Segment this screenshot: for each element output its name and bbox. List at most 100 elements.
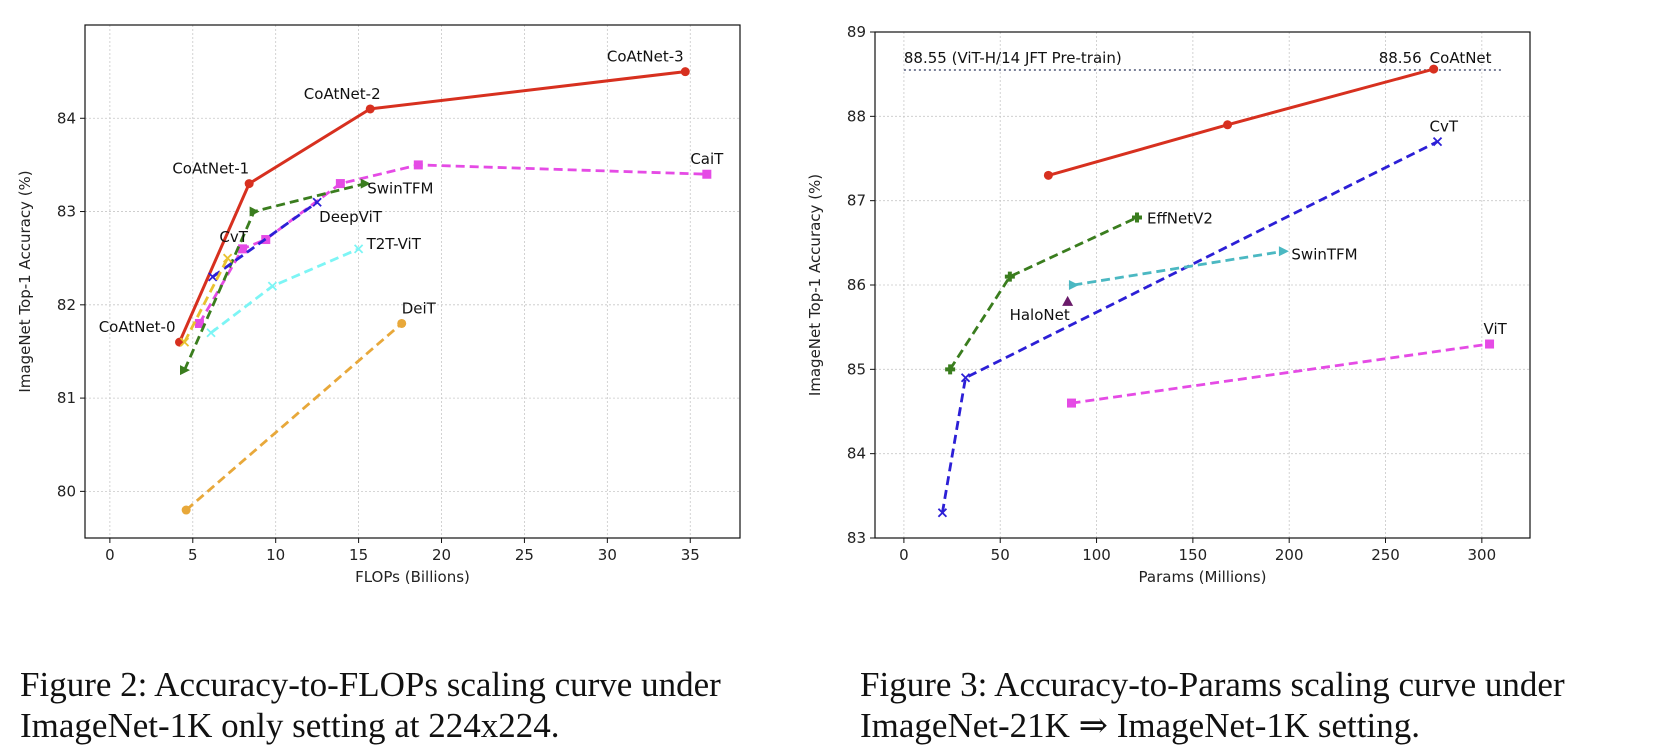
series-effnetv2 [945,212,1142,375]
data-point-cait [238,244,248,254]
annotation-coatnet-3: CoAtNet-3 [607,48,684,66]
annotation-swintfm: SwinTFM [367,180,433,198]
series-line-vit [1071,342,1490,405]
data-point-vit [1485,339,1495,349]
y-tick-label: 82 [57,296,76,314]
x-tick-label: 15 [349,546,368,564]
data-point-coatnet [1223,120,1233,130]
x-tick-label: 150 [1179,546,1208,564]
y-tick-label: 84 [847,445,866,463]
params-chart: 88.55 (ViT-H/14 JFT Pre-train) 0 50 100 150 2… [806,23,1531,586]
data-point-cait [702,169,712,179]
annotation-halonet: HaloNet [1010,306,1070,324]
annotation-best-value: 88.56 [1379,49,1422,67]
series-line-cait [198,163,707,325]
x-tick-label: 5 [188,546,198,564]
data-point-deit [181,505,191,515]
data-point-swintfm [1278,246,1289,257]
data-point-effnetv2 [1132,212,1142,223]
x-tick-label: 10 [266,546,285,564]
charts-canvas: 0 5 10 15 20 25 30 35 80 81 82 83 84 FLOPs (Billions)… [16,23,1531,586]
series-line-cvt [183,257,229,343]
reference-line-label: 88.55 (ViT-H/14 JFT Pre-train) [904,49,1122,67]
data-point-coatnet [175,337,185,347]
data-point-deepvit [208,272,218,282]
x-tick-label: 30 [598,546,617,564]
x-tick-label: 300 [1468,546,1497,564]
data-point-swintfm [360,178,371,189]
x-axis-label: FLOPs (Billions) [355,568,470,586]
data-point-coatnet [680,67,690,77]
series-cvt [179,253,233,347]
series-vit [1067,339,1495,408]
x-tick-label: 0 [899,546,909,564]
data-point-deit [397,318,407,328]
annotation-coatnet-2: CoAtNet-2 [304,85,381,103]
y-tick-label: 87 [847,192,866,210]
annotation-vit: ViT [1484,320,1508,338]
annotation-cvt: CvT [219,228,248,246]
x-tick-label: 25 [515,546,534,564]
data-point-t2t-vit [267,281,278,291]
x-tick-label: 35 [681,546,700,564]
series-cvt [937,136,1443,518]
data-point-cvt [937,508,948,518]
y-tick-label: 85 [847,360,866,378]
series-coatnet [1043,64,1439,180]
y-tick-label: 86 [847,276,866,294]
data-point-swintfm [249,206,260,217]
data-point-cvt [179,337,190,347]
x-tick-label: 100 [1082,546,1111,564]
data-point-t2t-vit [353,244,364,254]
y-tick-label: 84 [57,109,76,127]
y-tick-label: 88 [847,107,866,125]
series-deepvit [208,197,322,282]
series-line-effnetv2 [948,216,1138,371]
data-point-coatnet [244,179,254,189]
annotation-coatnet-0: CoAtNet-0 [99,318,176,336]
x-tick-label: 20 [432,546,451,564]
data-point-coatnet [1429,64,1439,74]
data-point-halonet [1062,295,1074,306]
series-cait [194,160,712,328]
data-point-cait [194,318,204,328]
y-tick-label: 81 [57,389,76,407]
annotation-deit: DeiT [402,299,437,317]
data-point-cvt [222,253,233,263]
series-halonet [1062,295,1074,306]
figure-3-caption: Figure 3: Accuracy-to-Params scaling cur… [860,665,1565,745]
y-tick-label: 80 [57,482,76,500]
y-tick-label: 83 [847,529,866,547]
figure-2-caption: Figure 2: Accuracy-to-FLOPs scaling curv… [20,665,721,745]
data-point-cvt [960,373,971,383]
x-tick-label: 0 [105,546,115,564]
data-point-coatnet [1043,170,1053,180]
annotation-cvt: CvT [1430,118,1459,136]
x-axis-label: Params (Millions) [1139,568,1267,586]
y-tick-label: 89 [847,23,866,41]
flops-chart: 0 5 10 15 20 25 30 35 80 81 82 83 84 FLOPs (Billions)… [16,24,741,586]
plot-frame [84,24,741,539]
annotation-t2t-vit: T2T-ViT [366,235,422,253]
y-axis-label: ImageNet Top-1 Accuracy (%) [16,170,34,392]
x-tick-label: 200 [1275,546,1304,564]
data-point-cvt [1432,136,1443,147]
data-point-swintfm [1068,280,1079,290]
data-point-deepvit [312,197,322,207]
series-line-coatnet [178,70,686,343]
data-point-cait [413,160,423,170]
data-point-cait [335,179,345,189]
annotation-cait: CaiT [690,150,724,168]
series-line-coatnet [1047,67,1435,177]
y-axis-label: ImageNet Top-1 Accuracy (%) [806,174,824,396]
data-point-vit [1067,398,1076,408]
y-tick-label: 83 [57,203,76,221]
x-tick-label: 250 [1371,546,1400,564]
data-point-coatnet [365,104,375,114]
series-line-cvt [941,140,1439,513]
series-swintfm [179,178,371,376]
series-t2t-vit [206,244,364,338]
x-tick-label: 50 [991,546,1010,564]
grid [85,25,740,538]
series-deit [181,318,407,515]
